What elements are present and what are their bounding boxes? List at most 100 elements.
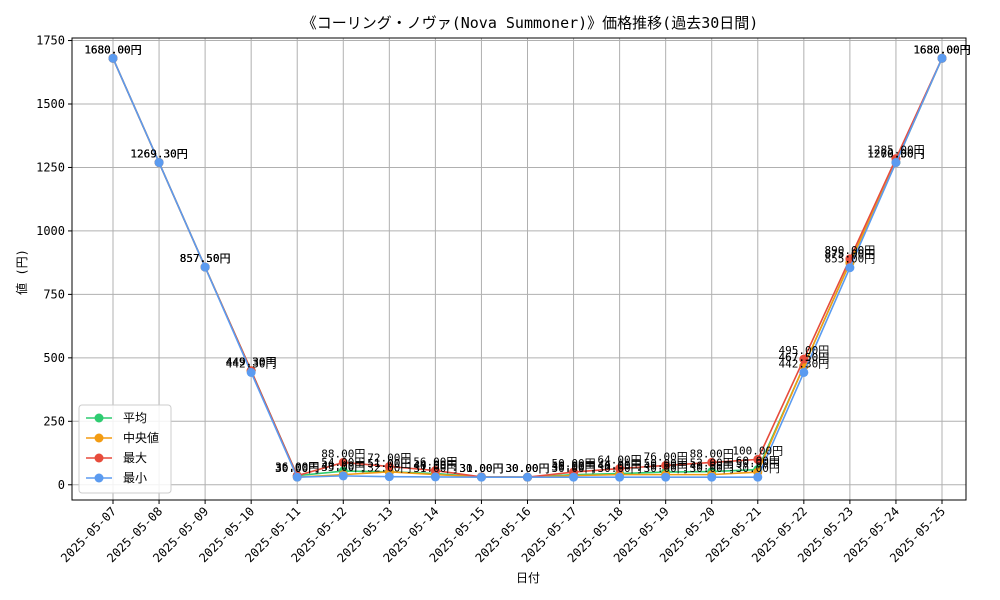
chart-title: 《コーリング・ノヴァ(Nova Summoner)》価格推移(過去30日間) [302,14,759,32]
data-label: 30.00円 [690,462,734,475]
data-label: 100.00円 [732,444,783,457]
data-label: 442.30円 [778,357,829,370]
data-point [569,472,579,482]
data-label: 31.00円 [413,462,457,475]
data-label: 30.00円 [505,462,549,475]
data-label: 1680.00円 [913,43,970,56]
data-label: 495.00円 [778,344,829,357]
data-point [338,471,348,481]
data-point [200,262,210,272]
series-3 [108,53,947,482]
data-label: 855.00円 [825,253,876,266]
data-label: 1269.30円 [130,148,187,161]
data-label: 1680.00円 [913,43,970,56]
data-label: 857.50円 [180,252,231,265]
data-label: 1285.00円 [867,144,924,157]
data-point [753,472,763,482]
data-label: 30.00円 [459,462,503,475]
y-tick-label: 0 [58,478,65,492]
y-tick-label: 250 [43,414,65,428]
data-label: 857.50円 [180,252,231,265]
data-point [799,367,809,377]
data-point [753,454,763,464]
legend-item: 最大 [86,451,147,465]
data-label: 449.30円 [226,356,277,369]
data-label: 1269.30円 [130,148,187,161]
data-label: 1680.00円 [913,43,970,56]
data-label: 1269.30円 [867,148,924,161]
data-label: 35.00円 [321,461,365,474]
plot-frame [71,37,967,501]
y-tick-label: 1500 [36,97,65,111]
legend-item: 平均 [86,411,147,425]
legend-marker [94,413,104,423]
y-tick-label: 1750 [36,34,65,48]
data-label: 36.00円 [551,461,595,474]
data-point [891,158,901,168]
data-label: 30.00円 [505,462,549,475]
legend-marker [94,433,104,443]
data-label: 30.00円 [275,462,319,475]
data-point [430,472,440,482]
data-label: 1270.00円 [867,147,924,160]
data-label: 31.00円 [459,462,503,475]
data-label: 56.00円 [413,456,457,469]
legend-marker [94,473,104,483]
data-label: 51.00円 [367,457,411,470]
data-label: 449.30円 [226,356,277,369]
data-point [338,457,348,467]
legend-item: 中央値 [86,430,159,445]
data-label: 442.30円 [226,357,277,370]
data-label: 50.00円 [551,457,595,470]
data-label: 31.00円 [459,462,503,475]
data-label: 36.00円 [275,461,319,474]
data-point [292,472,302,482]
data-label: 30.00円 [551,462,595,475]
data-label: 857.50円 [180,252,231,265]
data-point [937,53,947,63]
data-label: 1680.00円 [84,43,141,56]
data-label: 72.00円 [367,451,411,464]
data-label: 51.00円 [367,457,411,470]
data-point [661,460,671,470]
data-label: 31.00円 [459,462,503,475]
axes: 025050075010001250150017502025-05-072025… [36,34,967,565]
data-label: 76.00円 [644,450,688,463]
data-label: 467.50円 [778,351,829,364]
legend-label: 最大 [123,451,147,465]
data-label: 88.00円 [321,447,365,460]
y-tick-label: 750 [43,287,65,301]
data-label: 30.00円 [275,462,319,475]
data-label: 54.00円 [321,456,365,469]
data-label: 1680.00円 [84,43,141,56]
data-label: 875.00円 [825,248,876,261]
data-label: 44.00円 [598,459,642,472]
data-point [615,464,625,474]
legend-box [78,404,172,494]
data-label: 50.00円 [736,457,780,470]
data-point [707,457,717,467]
data-label: 30.00円 [598,462,642,475]
data-label: 36.00円 [275,461,319,474]
data-point [246,367,256,377]
data-point [476,472,486,482]
data-label: 1680.00円 [913,43,970,56]
data-label: 30.00円 [644,462,688,475]
data-label: 40.00円 [598,460,642,473]
y-tick-label: 500 [43,351,65,365]
series-layer [108,53,947,482]
data-label: 40.00円 [413,460,457,473]
data-label: 30.00円 [736,462,780,475]
data-point [154,158,164,168]
data-label: 40.00円 [321,460,365,473]
data-label: 857.50円 [180,252,231,265]
data-label: 30.00円 [505,462,549,475]
x-axis-label: 日付 [516,571,540,585]
y-tick-label: 1250 [36,160,65,174]
data-label: 50.00円 [644,457,688,470]
data-point [845,263,855,273]
data-point [430,466,440,476]
legend-marker [94,453,104,463]
